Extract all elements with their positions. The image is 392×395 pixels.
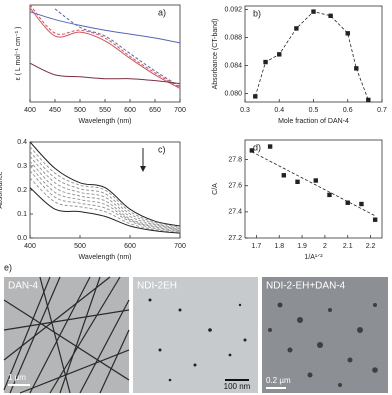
point (295, 179, 300, 185)
point (281, 173, 287, 178)
curve (29, 160, 181, 231)
y-axis-label: Absorbance (CT-band) (212, 19, 219, 90)
panel-label: a) (158, 7, 166, 17)
y-tick-label: 27.4 (228, 209, 242, 216)
x-tick-label: 2.1 (343, 243, 353, 250)
x-tick-label: 1.9 (297, 243, 307, 250)
x-tick-label: 0.3 (240, 107, 250, 114)
curve (29, 170, 181, 232)
arrow-head (140, 166, 146, 172)
panel-label: d) (253, 142, 261, 152)
y-tick-label: 0.084 (224, 62, 242, 69)
plot-frame (244, 139, 383, 239)
curve (29, 177, 181, 233)
point (328, 13, 333, 19)
point (267, 144, 273, 149)
point (313, 178, 318, 183)
point (263, 59, 268, 65)
x-tick-label: 650 (149, 107, 161, 114)
curve (29, 4, 181, 88)
curve (54, 8, 181, 87)
y-tick-label: 0.3 (17, 163, 27, 170)
fit-line (251, 151, 376, 217)
x-tick-label: 500 (74, 107, 86, 114)
curve (29, 11, 181, 44)
y-axis-label: ε ( L mol⁻¹ cm⁻¹ ) (15, 27, 22, 81)
x-tick-label: 0.7 (377, 107, 387, 114)
point (253, 94, 258, 99)
x-tick-label: 0.5 (309, 107, 319, 114)
tem-image: NDI-2EH 100 nm (133, 277, 258, 393)
curve (29, 62, 181, 85)
point (249, 148, 255, 153)
point (372, 217, 378, 222)
x-tick-label: 400 (24, 243, 36, 250)
y-tick-label: 0.2 (17, 187, 27, 194)
image-label: DAN-4 (8, 281, 38, 292)
panel-label: e) (4, 262, 12, 272)
scale-bar-label: 100 nm (224, 382, 251, 391)
y-axis-label: C/A (212, 183, 219, 195)
curve (29, 151, 181, 229)
y-tick-label: 27.6 (228, 183, 242, 190)
y-tick-label: 0.088 (224, 34, 242, 41)
y-axis-label: Absorbance (0, 171, 4, 208)
y-tick-label: 0.1 (17, 211, 27, 218)
y-tick-label: 0.092 (224, 6, 242, 13)
plot-frame (29, 4, 181, 103)
curve (29, 7, 181, 89)
curve (29, 187, 181, 234)
x-tick-label: 1.8 (274, 243, 284, 250)
panel-label: c) (158, 144, 166, 154)
tem-image: DAN-4 1 µm (3, 276, 130, 394)
y-tick-label: 27.2 (228, 235, 242, 242)
x-tick-label: 550 (99, 107, 111, 114)
point (311, 9, 316, 14)
x-axis-label: Mole fraction of DAN-4 (278, 118, 349, 125)
x-tick-label: 500 (74, 243, 86, 250)
curve (29, 165, 181, 232)
scale-bar-label: 1 µm (8, 373, 26, 382)
panel-label: b) (253, 8, 261, 18)
x-tick-label: 2 (323, 243, 327, 250)
image-label: NDI-2EH (137, 281, 177, 292)
curve (29, 156, 181, 230)
point (359, 201, 364, 207)
point (354, 66, 359, 71)
x-axis-label: Wavelength (nm) (78, 118, 131, 125)
y-tick-label: 0.0 (17, 235, 27, 242)
y-tick-label: 0.080 (224, 90, 242, 97)
x-tick-label: 0.6 (343, 107, 353, 114)
x-axis-label: Wavelength (nm) (78, 254, 131, 261)
x-tick-label: 1.7 (252, 243, 262, 250)
plot-frame (244, 5, 383, 103)
curve (29, 146, 181, 228)
x-axis-label: 1/A¹ᐟ² (304, 254, 323, 261)
point (345, 200, 350, 205)
point (294, 26, 299, 31)
point (345, 31, 350, 36)
x-tick-label: 700 (174, 107, 186, 114)
x-tick-label: 400 (24, 107, 36, 114)
x-tick-label: 0.4 (274, 107, 284, 114)
tem-image: NDI-2-EH+DAN-4 0.2 µm (262, 277, 388, 393)
image-label: NDI-2-EH+DAN-4 (266, 281, 346, 292)
point (327, 192, 332, 198)
y-tick-label: 27.8 (228, 156, 242, 163)
point (366, 97, 371, 103)
x-tick-label: 600 (124, 107, 136, 114)
scale-bar-label: 0.2 µm (266, 376, 291, 385)
x-tick-label: 600 (124, 243, 136, 250)
x-tick-label: 2.2 (366, 243, 376, 250)
x-tick-label: 450 (49, 107, 61, 114)
y-tick-label: 0.4 (17, 139, 27, 146)
point (277, 52, 282, 57)
x-tick-label: 700 (174, 243, 186, 250)
curve (29, 141, 181, 227)
connector (254, 11, 369, 101)
